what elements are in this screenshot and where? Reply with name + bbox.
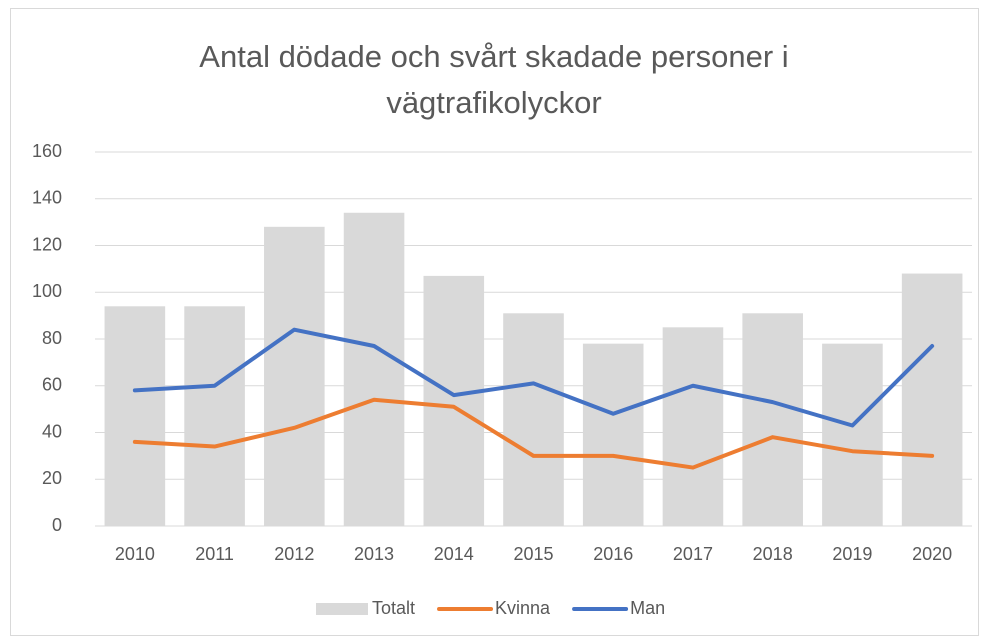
bar — [901, 273, 963, 526]
x-tick-label: 2012 — [274, 544, 314, 564]
bar — [423, 275, 485, 526]
bar — [343, 212, 405, 526]
chart-title: Antal dödade och svårt skadade personer … — [199, 39, 789, 120]
y-tick-label: 80 — [42, 328, 62, 348]
x-tick-label: 2011 — [195, 544, 234, 564]
y-tick-label: 140 — [32, 188, 62, 208]
bar — [742, 313, 803, 526]
bar — [662, 327, 724, 526]
x-tick-label: 2015 — [513, 544, 553, 564]
y-tick-label: 20 — [42, 468, 62, 488]
y-tick-label: 120 — [32, 234, 62, 254]
bar — [822, 343, 883, 526]
legend-label: Kvinna — [495, 598, 551, 618]
y-tick-label: 40 — [42, 421, 62, 441]
legend-label: Totalt — [372, 598, 415, 618]
bar — [582, 343, 644, 526]
line — [132, 327, 935, 428]
x-tick-label: 2020 — [912, 544, 952, 564]
x-tick-label: 2016 — [593, 544, 633, 564]
bar — [503, 313, 564, 526]
x-tick-label: 2010 — [115, 544, 155, 564]
y-tick-label: 160 — [32, 141, 62, 161]
legend-label: Man — [630, 598, 665, 618]
x-tick-label: 2019 — [832, 544, 872, 564]
bar — [184, 306, 245, 526]
line — [132, 397, 935, 470]
bar — [104, 306, 166, 526]
chart-border — [10, 8, 979, 636]
x-tick-label: 2017 — [673, 544, 713, 564]
bar — [264, 226, 325, 527]
x-tick-label: 2013 — [354, 544, 394, 564]
y-tick-label: 60 — [42, 375, 62, 395]
x-tick-label: 2014 — [434, 544, 474, 564]
legend-swatch — [316, 603, 368, 615]
x-tick-label: 2018 — [753, 544, 793, 564]
y-tick-label: 0 — [52, 515, 62, 535]
y-tick-label: 100 — [32, 281, 62, 301]
